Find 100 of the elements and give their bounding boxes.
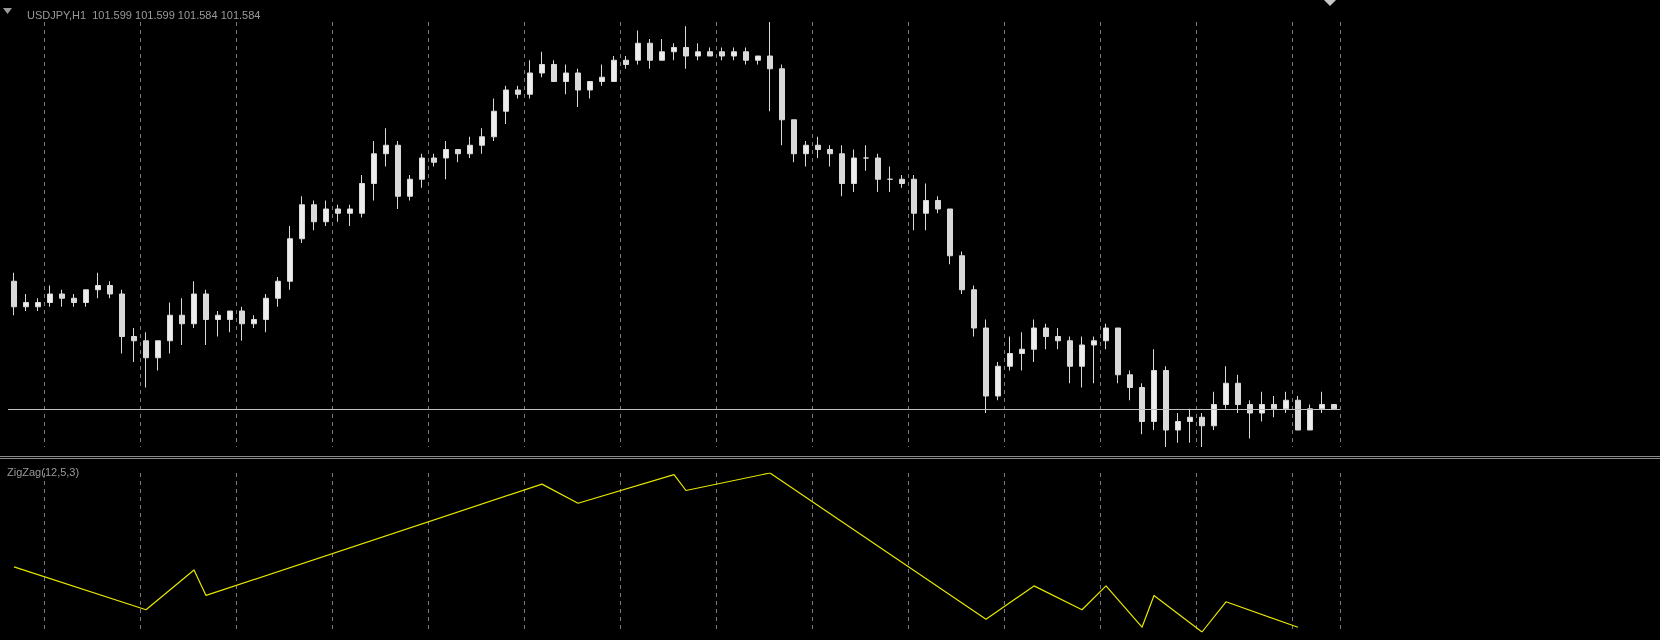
candlestick	[1331, 404, 1337, 410]
candlestick	[83, 289, 89, 308]
candlestick	[707, 47, 713, 57]
chart-title: ZigZag(12,5,3)	[7, 465, 80, 478]
candlestick	[1175, 412, 1181, 444]
candlestick	[947, 208, 953, 265]
candlestick	[1235, 374, 1241, 414]
candlestick	[1223, 365, 1229, 410]
candlestick	[59, 289, 65, 308]
candlestick	[203, 289, 209, 346]
candlestick	[635, 30, 641, 65]
candlestick	[1043, 323, 1049, 350]
candlestick	[347, 204, 353, 227]
candlestick	[263, 293, 269, 333]
candlestick	[1163, 365, 1169, 448]
candlestick	[1139, 382, 1145, 435]
candlestick	[839, 144, 845, 197]
candlestick	[923, 183, 929, 231]
candlestick	[95, 272, 101, 299]
candlestick	[479, 127, 485, 155]
candlestick	[1199, 412, 1205, 448]
candlestick	[851, 149, 857, 193]
candlestick	[1103, 323, 1109, 350]
candlestick	[1115, 327, 1121, 384]
candlestick	[551, 59, 557, 82]
candlestick	[443, 140, 449, 180]
candlestick	[827, 144, 833, 167]
candlestick	[659, 38, 665, 61]
candlestick	[875, 153, 881, 193]
candlestick	[575, 68, 581, 108]
candlestick	[239, 306, 245, 342]
candlestick	[47, 285, 53, 308]
candlestick	[323, 200, 329, 227]
candlestick	[1211, 391, 1217, 431]
candlestick	[131, 327, 137, 363]
candlestick	[503, 85, 509, 125]
candlestick	[1307, 404, 1313, 431]
candlestick	[1271, 395, 1277, 418]
candlestick	[791, 119, 797, 163]
candlestick	[563, 64, 569, 95]
candlestick	[515, 85, 521, 99]
candlestick	[1091, 336, 1097, 384]
candlestick	[779, 64, 785, 146]
candlestick	[935, 195, 941, 214]
candlestick	[1283, 391, 1289, 414]
candlestick	[1319, 391, 1325, 414]
candlestick	[683, 25, 689, 70]
candlestick	[1295, 395, 1301, 431]
candlestick	[767, 21, 773, 112]
candlestick	[23, 293, 29, 312]
candlestick	[359, 174, 365, 218]
candlestick	[299, 195, 305, 244]
candlestick	[287, 225, 293, 291]
candlestick	[623, 55, 629, 70]
candlestick	[251, 314, 257, 329]
candlestick	[1019, 331, 1025, 371]
chart-title: USDJPY,H1 101.599 101.599 101.584 101.584	[27, 8, 261, 21]
candlestick	[539, 51, 545, 78]
candlestick	[971, 285, 977, 337]
candlestick	[179, 297, 185, 346]
candlestick	[695, 42, 701, 61]
candlestick	[911, 174, 917, 231]
candlestick	[983, 319, 989, 414]
candlestick	[1055, 327, 1061, 350]
candlestick	[1127, 370, 1133, 401]
candlestick	[227, 310, 233, 333]
candlestick	[863, 144, 869, 172]
candlestick	[215, 310, 221, 337]
candlestick	[671, 42, 677, 61]
candlestick	[167, 302, 173, 354]
candlestick	[431, 153, 437, 167]
candlestick	[1067, 336, 1073, 384]
candlestick	[743, 47, 749, 65]
candlestick	[455, 149, 461, 163]
candlestick	[107, 280, 113, 299]
candlestick	[311, 200, 317, 231]
candlestick	[731, 47, 737, 61]
candlestick	[11, 272, 17, 316]
candlestick	[755, 55, 761, 65]
candlestick	[371, 140, 377, 201]
candlestick	[407, 174, 413, 201]
candlestick	[995, 361, 1001, 401]
candlestick	[335, 204, 341, 223]
candlestick	[155, 340, 161, 371]
candlestick	[467, 136, 473, 159]
candlestick	[647, 38, 653, 70]
candlestick	[143, 331, 149, 388]
candlestick	[1151, 348, 1157, 431]
candlestick	[191, 280, 197, 329]
candlestick	[275, 276, 281, 308]
candlestick	[1259, 391, 1265, 422]
candlestick	[815, 136, 821, 159]
candlestick	[899, 174, 905, 189]
candlestick	[803, 140, 809, 167]
candlestick	[35, 297, 41, 312]
candlestick	[1031, 319, 1037, 363]
candlestick	[119, 289, 125, 354]
candlestick	[587, 81, 593, 99]
candlestick	[887, 166, 893, 193]
candlestick	[491, 98, 497, 142]
